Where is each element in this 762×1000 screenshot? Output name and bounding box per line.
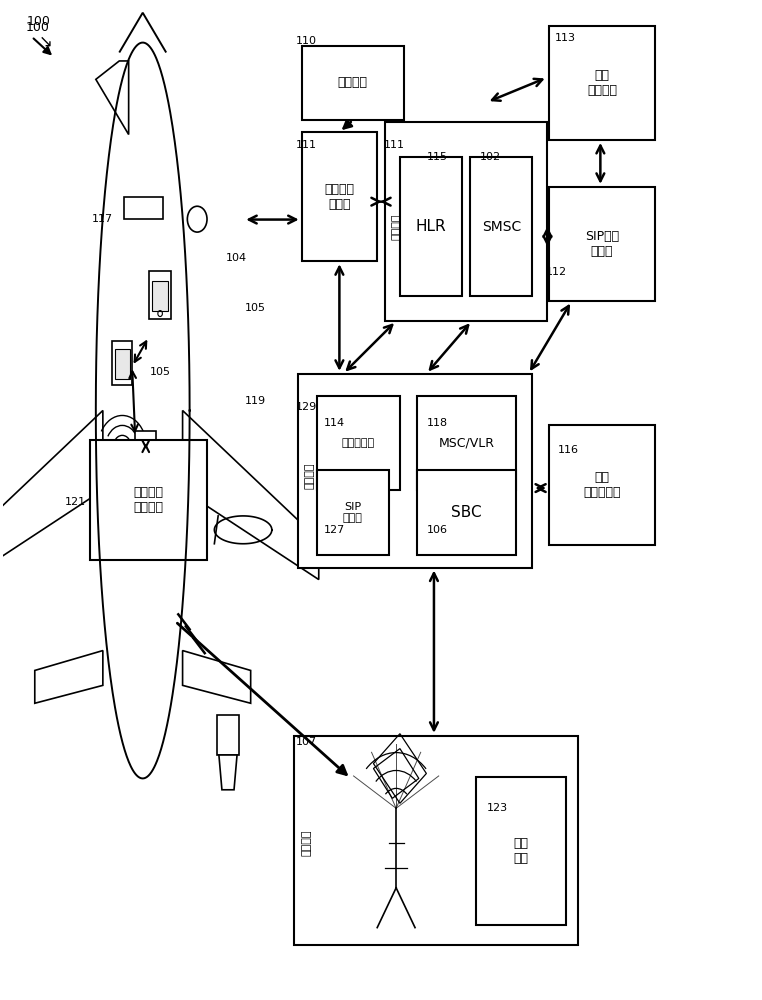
FancyBboxPatch shape	[298, 374, 533, 568]
Polygon shape	[183, 410, 319, 580]
FancyBboxPatch shape	[470, 157, 533, 296]
Polygon shape	[35, 651, 103, 703]
Bar	[149, 271, 171, 319]
Text: 注册服务器: 注册服务器	[341, 438, 375, 448]
FancyBboxPatch shape	[549, 425, 655, 545]
FancyBboxPatch shape	[317, 396, 400, 490]
Text: 家庭网络: 家庭网络	[392, 213, 402, 240]
Text: ↘: ↘	[39, 33, 53, 51]
Bar	[152, 281, 168, 311]
Text: 107: 107	[296, 737, 318, 747]
FancyBboxPatch shape	[302, 46, 404, 120]
Text: MSC/VLR: MSC/VLR	[438, 436, 495, 449]
Text: 应用程序
服务器: 应用程序 服务器	[325, 183, 354, 211]
Text: 113: 113	[555, 33, 576, 43]
Text: 移动
交换中心: 移动 交换中心	[587, 69, 617, 97]
FancyBboxPatch shape	[385, 122, 547, 321]
FancyBboxPatch shape	[418, 396, 516, 490]
Text: 112: 112	[546, 267, 567, 277]
Text: 119: 119	[245, 396, 266, 406]
FancyBboxPatch shape	[475, 777, 566, 925]
Text: 115: 115	[427, 152, 447, 162]
Text: 110: 110	[296, 36, 317, 46]
Text: 蜂窝
基站: 蜂窝 基站	[514, 837, 528, 865]
FancyBboxPatch shape	[400, 157, 462, 296]
Bar	[135, 431, 156, 459]
Text: 100: 100	[27, 15, 51, 28]
Text: 附加装置: 附加装置	[338, 76, 367, 89]
Text: 118: 118	[427, 418, 447, 428]
FancyBboxPatch shape	[294, 736, 578, 945]
Text: 102: 102	[479, 152, 501, 162]
Polygon shape	[219, 755, 237, 790]
Polygon shape	[96, 61, 129, 135]
Text: 数据中心: 数据中心	[305, 463, 315, 489]
Text: 129: 129	[296, 402, 318, 412]
Polygon shape	[183, 651, 251, 703]
FancyBboxPatch shape	[317, 470, 389, 555]
Text: 111: 111	[296, 140, 317, 150]
FancyBboxPatch shape	[302, 132, 377, 261]
Text: HLR: HLR	[415, 219, 447, 234]
FancyBboxPatch shape	[549, 26, 655, 140]
Text: 105: 105	[245, 303, 266, 313]
Polygon shape	[0, 410, 103, 580]
Text: SIP中继
供应商: SIP中继 供应商	[584, 230, 619, 258]
Text: SIP
服务器: SIP 服务器	[343, 502, 363, 523]
Text: 114: 114	[325, 418, 345, 428]
Text: SMSC: SMSC	[482, 220, 521, 234]
Bar	[113, 341, 132, 385]
FancyBboxPatch shape	[418, 470, 516, 555]
Text: 121: 121	[65, 497, 86, 507]
FancyBboxPatch shape	[549, 187, 655, 301]
Text: 123: 123	[487, 803, 508, 813]
Polygon shape	[216, 715, 239, 755]
Text: SBC: SBC	[451, 505, 482, 520]
Text: 105: 105	[150, 367, 171, 377]
Text: 100: 100	[25, 21, 50, 34]
Text: 运输
服务供应商: 运输 服务供应商	[583, 471, 620, 499]
Text: 104: 104	[226, 253, 247, 263]
Text: 117: 117	[92, 214, 114, 224]
Text: 127: 127	[325, 525, 345, 535]
Bar	[123, 197, 163, 219]
FancyBboxPatch shape	[90, 440, 207, 560]
Text: 蜂窝网络: 蜂窝网络	[302, 830, 312, 856]
Text: 116: 116	[558, 445, 579, 455]
Bar	[115, 349, 130, 379]
Text: 106: 106	[427, 525, 447, 535]
Text: 机载通信
网络系统: 机载通信 网络系统	[133, 486, 163, 514]
Text: 111: 111	[384, 140, 405, 150]
